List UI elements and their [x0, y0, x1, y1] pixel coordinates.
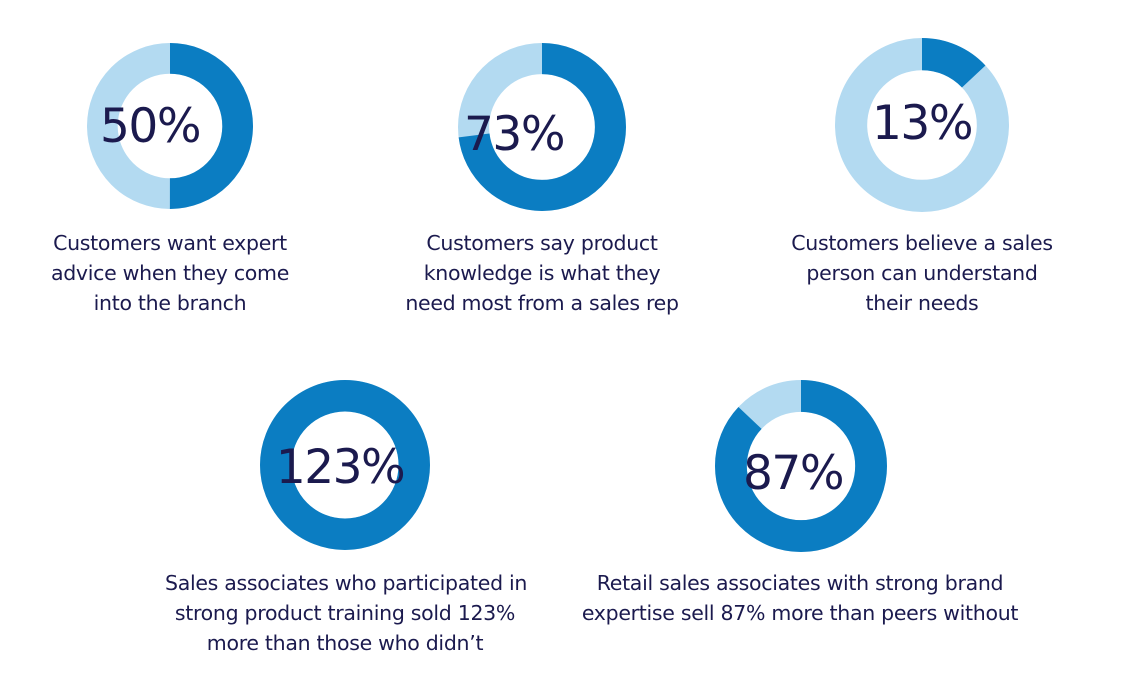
- stat-caption: Customers say product knowledge is what …: [402, 228, 682, 318]
- stat-brand-expertise: 87% Retail sales associates with strong …: [582, 380, 1018, 640]
- caption-line: Sales associates who participated in: [165, 571, 528, 595]
- caption-line: Customers say product: [426, 231, 658, 255]
- stat-product-knowledge: 73% Customers say product knowledge is w…: [405, 43, 679, 315]
- stat-caption: Customers want expert advice when they c…: [42, 228, 298, 318]
- caption-line: their needs: [865, 291, 979, 315]
- donut-chart: [715, 380, 887, 552]
- caption-line: into the branch: [93, 291, 247, 315]
- caption-line: more than those who didn’t: [206, 631, 484, 655]
- caption-line: need most from a sales rep: [405, 291, 679, 315]
- donut-value-segment: [835, 38, 1009, 212]
- stat-caption: Sales associates who participated in str…: [165, 568, 528, 658]
- percentage-label: 123%: [275, 440, 406, 495]
- stat-caption: Customers believe a sales person can und…: [780, 228, 1064, 318]
- percentage-label: 87%: [743, 446, 844, 501]
- caption-line: Customers believe a sales: [791, 231, 1053, 255]
- donut-value-segment: [715, 380, 887, 552]
- caption-line: knowledge is what they: [423, 261, 661, 285]
- donut-value-segment: [458, 43, 626, 211]
- stat-product-training: 123% Sales associates who participated i…: [165, 379, 527, 670]
- percentage-label: 50%: [100, 99, 201, 154]
- donut-chart: [259, 379, 431, 551]
- donut-value-segment: [259, 379, 431, 551]
- donut-chart: [835, 38, 1009, 212]
- stat-caption: Retail sales associates with strong bran…: [580, 568, 1020, 628]
- stat-expert-advice: 50% Customers want expert advice when th…: [51, 43, 289, 315]
- stat-understand-needs: 13% Customers believe a sales person can…: [791, 38, 1053, 315]
- donut-chart: [87, 43, 253, 209]
- percentage-label: 13%: [872, 96, 973, 151]
- caption-line: advice when they come: [50, 261, 290, 285]
- donut-value-segment: [87, 43, 253, 209]
- caption-line: Customers want expert: [53, 231, 287, 255]
- donut-chart: [458, 43, 626, 211]
- percentage-label: 73%: [464, 107, 565, 162]
- caption-line: expertise sell 87% more than peers witho…: [581, 601, 1019, 625]
- caption-line: Retail sales associates with strong bran…: [596, 571, 1004, 595]
- caption-line: strong product training sold 123%: [174, 601, 516, 625]
- caption-line: person can understand: [806, 261, 1038, 285]
